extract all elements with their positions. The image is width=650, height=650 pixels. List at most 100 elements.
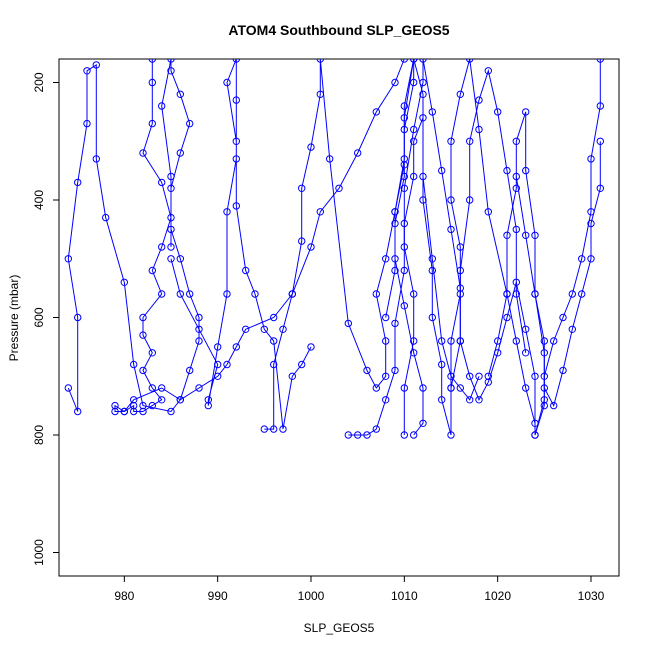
data-point (83, 67, 91, 75)
data-point (204, 401, 213, 410)
data-point (494, 337, 502, 345)
y-axis: 200 400 600 800 1000 (32, 72, 59, 566)
data-point (531, 231, 539, 240)
data-point (260, 425, 268, 433)
data-point (270, 425, 278, 433)
data-point (391, 266, 399, 275)
data-point (148, 59, 156, 63)
data-point (382, 255, 390, 263)
data-point (158, 290, 166, 298)
data-point (204, 396, 213, 404)
data-point (139, 407, 147, 416)
data-point (596, 184, 604, 193)
data-point (587, 155, 595, 163)
series-3 (167, 59, 315, 433)
x-axis-label: SLP_GEOS5 (304, 621, 375, 635)
data-point (522, 349, 530, 357)
data-point (540, 337, 548, 345)
data-point (531, 431, 539, 439)
x-tick-label: 990 (208, 589, 228, 603)
x-tick-label: 980 (114, 589, 134, 603)
data-point (419, 78, 427, 87)
data-point (456, 384, 464, 392)
data-point (232, 202, 241, 210)
data-point (522, 108, 530, 116)
series-6 (400, 59, 604, 439)
data-point (288, 290, 296, 298)
data-point (410, 431, 418, 439)
data-point (139, 313, 147, 322)
series-line (385, 59, 424, 436)
data-point (64, 384, 73, 392)
series-line (170, 59, 312, 430)
data-point (522, 384, 530, 392)
data-point (354, 149, 362, 157)
data-point (232, 155, 241, 163)
data-point (382, 372, 390, 380)
data-point (111, 407, 119, 416)
data-point (158, 102, 166, 110)
data-point (475, 396, 483, 404)
series-9 (382, 59, 427, 439)
data-point (372, 290, 380, 298)
data-point (288, 372, 296, 380)
data-point (410, 172, 418, 181)
data-point (531, 419, 539, 427)
data-point (316, 90, 324, 99)
data-point (400, 243, 408, 251)
data-point (223, 290, 231, 298)
data-point (260, 325, 268, 333)
data-point (466, 396, 474, 404)
data-point (419, 384, 427, 392)
data-point (270, 337, 278, 345)
data-point (195, 384, 203, 392)
series-2 (64, 59, 203, 416)
data-point (139, 401, 147, 410)
data-point (195, 337, 203, 345)
data-point (475, 125, 483, 134)
data-point (326, 155, 334, 163)
data-point (400, 431, 408, 439)
data-point (419, 90, 427, 99)
data-point (391, 366, 399, 375)
data-point (363, 366, 371, 375)
data-point (307, 143, 315, 151)
data-point (484, 378, 492, 386)
series-5 (344, 67, 530, 439)
data-point (400, 172, 408, 181)
data-point (102, 213, 110, 222)
data-point (74, 178, 82, 187)
data-point (531, 290, 539, 298)
data-point (167, 243, 175, 251)
data-point (456, 337, 464, 345)
data-point (456, 90, 464, 99)
data-point (158, 178, 166, 187)
data-point (484, 208, 492, 216)
data-point (419, 196, 427, 204)
y-tick-label: 800 (32, 425, 46, 445)
data-point (438, 360, 446, 369)
series-line (67, 59, 200, 413)
data-point (428, 255, 436, 263)
data-point (139, 331, 147, 339)
data-point (251, 290, 259, 298)
data-point (391, 219, 399, 228)
data-point (419, 59, 427, 63)
data-point (447, 384, 455, 392)
data-point (344, 431, 352, 439)
data-point (176, 149, 185, 157)
data-point (559, 313, 567, 322)
data-point (503, 231, 511, 240)
data-point (316, 59, 324, 63)
data-point (447, 196, 455, 204)
data-point (447, 431, 455, 439)
data-point (503, 166, 511, 175)
data-point (475, 372, 483, 380)
data-point (214, 360, 222, 369)
data-point (186, 119, 194, 128)
data-point (335, 184, 343, 193)
y-tick-label: 400 (32, 190, 46, 210)
data-point (223, 78, 231, 87)
data-point (391, 255, 399, 263)
